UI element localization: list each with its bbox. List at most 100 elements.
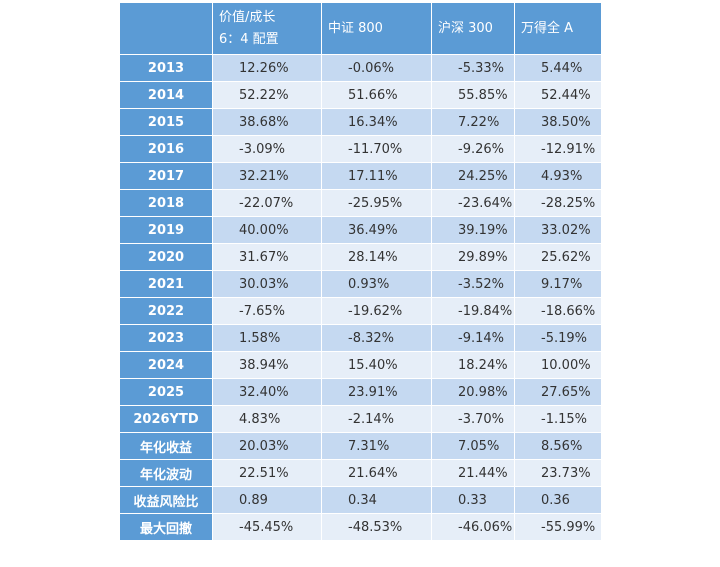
corner-cell: [119, 2, 213, 55]
cell: -19.84%: [431, 297, 515, 325]
row-label: 2014: [119, 81, 213, 109]
column-header: 价值/成长 6：4 配置: [212, 2, 322, 55]
cell: 1.58%: [212, 324, 322, 352]
cell: 39.19%: [431, 216, 515, 244]
cell: 8.56%: [514, 432, 602, 460]
cell: 32.21%: [212, 162, 322, 190]
cell: 5.44%: [514, 54, 602, 82]
table-row: 2013 12.26% -0.06% -5.33% 5.44%: [119, 54, 602, 82]
row-label: 2016: [119, 135, 213, 163]
cell: 0.89: [212, 486, 322, 514]
row-label: 收益风险比: [119, 486, 213, 514]
cell: 0.33: [431, 486, 515, 514]
cell: 0.34: [321, 486, 432, 514]
row-label: 年化波动: [119, 459, 213, 487]
table-row: 2024 38.94% 15.40% 18.24% 10.00%: [119, 351, 602, 379]
table-row: 2016 -3.09% -11.70% -9.26% -12.91%: [119, 135, 602, 163]
row-label: 2013: [119, 54, 213, 82]
table-row: 2017 32.21% 17.11% 24.25% 4.93%: [119, 162, 602, 190]
cell: -3.09%: [212, 135, 322, 163]
cell: 24.25%: [431, 162, 515, 190]
table-row: 2018 -22.07% -25.95% -23.64% -28.25%: [119, 189, 602, 217]
cell: -22.07%: [212, 189, 322, 217]
table-row: 最大回撤 -45.45% -48.53% -46.06% -55.99%: [119, 513, 602, 541]
cell: 32.40%: [212, 378, 322, 406]
row-label: 2026YTD: [119, 405, 213, 433]
row-label: 2019: [119, 216, 213, 244]
cell: -11.70%: [321, 135, 432, 163]
column-header: 万得全 A: [514, 2, 602, 55]
row-label: 2018: [119, 189, 213, 217]
cell: 28.14%: [321, 243, 432, 271]
row-label: 2020: [119, 243, 213, 271]
cell: 7.22%: [431, 108, 515, 136]
row-label: 2021: [119, 270, 213, 298]
cell: 4.93%: [514, 162, 602, 190]
table-row: 2015 38.68% 16.34% 7.22% 38.50%: [119, 108, 602, 136]
table-row: 年化波动 22.51% 21.64% 21.44% 23.73%: [119, 459, 602, 487]
cell: 31.67%: [212, 243, 322, 271]
column-header: 沪深 300: [431, 2, 515, 55]
cell: 40.00%: [212, 216, 322, 244]
cell: -28.25%: [514, 189, 602, 217]
cell: -25.95%: [321, 189, 432, 217]
cell: -9.26%: [431, 135, 515, 163]
cell: 18.24%: [431, 351, 515, 379]
cell: 23.91%: [321, 378, 432, 406]
cell: -3.70%: [431, 405, 515, 433]
cell: -3.52%: [431, 270, 515, 298]
cell: 0.93%: [321, 270, 432, 298]
table-row: 2019 40.00% 36.49% 39.19% 33.02%: [119, 216, 602, 244]
cell: -5.19%: [514, 324, 602, 352]
cell: 29.89%: [431, 243, 515, 271]
cell: -46.06%: [431, 513, 515, 541]
cell: -48.53%: [321, 513, 432, 541]
cell: 7.31%: [321, 432, 432, 460]
cell: 33.02%: [514, 216, 602, 244]
cell: -18.66%: [514, 297, 602, 325]
column-header: 中证 800: [321, 2, 432, 55]
cell: 20.98%: [431, 378, 515, 406]
cell: 10.00%: [514, 351, 602, 379]
table-row: 收益风险比 0.89 0.34 0.33 0.36: [119, 486, 602, 514]
table-row: 年化收益 20.03% 7.31% 7.05% 8.56%: [119, 432, 602, 460]
cell: 9.17%: [514, 270, 602, 298]
cell: 15.40%: [321, 351, 432, 379]
row-label: 最大回撤: [119, 513, 213, 541]
cell: -45.45%: [212, 513, 322, 541]
row-label: 2017: [119, 162, 213, 190]
cell: 51.66%: [321, 81, 432, 109]
cell: 38.68%: [212, 108, 322, 136]
row-label: 2024: [119, 351, 213, 379]
cell: -1.15%: [514, 405, 602, 433]
cell: 55.85%: [431, 81, 515, 109]
cell: 0.36: [514, 486, 602, 514]
cell: 17.11%: [321, 162, 432, 190]
table-row: 2021 30.03% 0.93% -3.52% 9.17%: [119, 270, 602, 298]
table-row: 2023 1.58% -8.32% -9.14% -5.19%: [119, 324, 602, 352]
table-body: 2013 12.26% -0.06% -5.33% 5.44% 2014 52.22% 51.…: [119, 54, 602, 541]
cell: 21.64%: [321, 459, 432, 487]
cell: 52.44%: [514, 81, 602, 109]
header-row: 价值/成长 6：4 配置 中证 800 沪深 300 万得全 A: [119, 2, 602, 55]
cell: -2.14%: [321, 405, 432, 433]
cell: 7.05%: [431, 432, 515, 460]
cell: 36.49%: [321, 216, 432, 244]
cell: 25.62%: [514, 243, 602, 271]
table-row: 2022 -7.65% -19.62% -19.84% -18.66%: [119, 297, 602, 325]
row-label: 2022: [119, 297, 213, 325]
cell: 16.34%: [321, 108, 432, 136]
cell: -8.32%: [321, 324, 432, 352]
row-label: 2015: [119, 108, 213, 136]
cell: 4.83%: [212, 405, 322, 433]
cell: -55.99%: [514, 513, 602, 541]
table-row: 2025 32.40% 23.91% 20.98% 27.65%: [119, 378, 602, 406]
table-row: 2026YTD 4.83% -2.14% -3.70% -1.15%: [119, 405, 602, 433]
cell: 23.73%: [514, 459, 602, 487]
returns-table: 价值/成长 6：4 配置 中证 800 沪深 300 万得全 A 2013 12.26%…: [119, 2, 602, 541]
cell: 20.03%: [212, 432, 322, 460]
row-label: 2025: [119, 378, 213, 406]
cell: -0.06%: [321, 54, 432, 82]
cell: 30.03%: [212, 270, 322, 298]
